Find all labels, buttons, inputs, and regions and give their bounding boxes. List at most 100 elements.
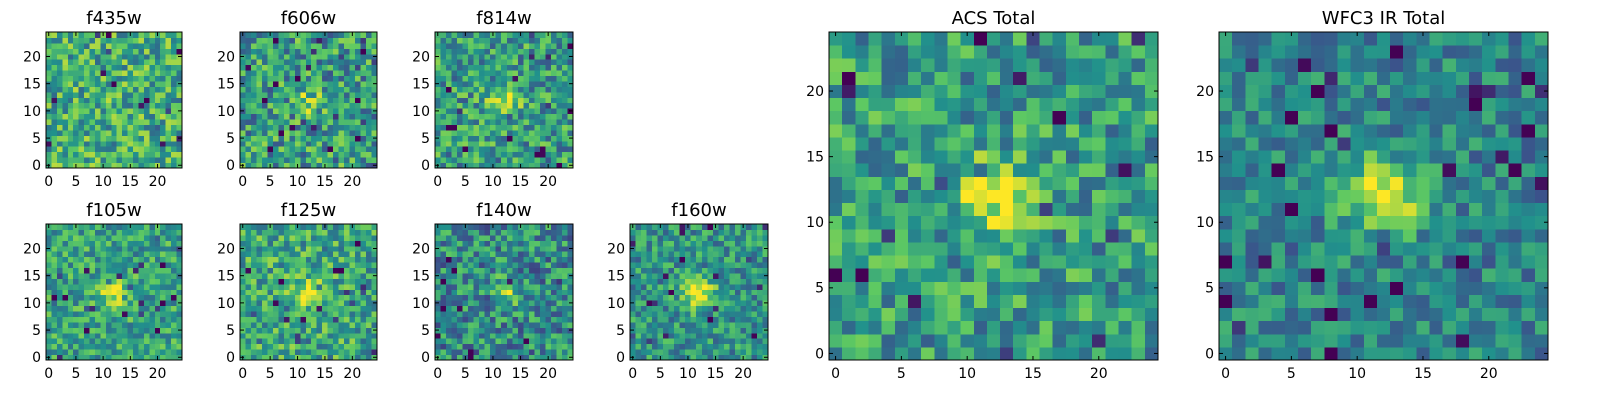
- heatmap-cell: [473, 37, 480, 44]
- heatmap-cell: [635, 349, 642, 356]
- heatmap-cell: [143, 91, 150, 98]
- heatmap-cell: [528, 278, 535, 285]
- heatmap-cell: [360, 300, 367, 307]
- heatmap-cell: [462, 129, 469, 136]
- heatmap-cell: [512, 332, 519, 339]
- heatmap-cell: [322, 140, 329, 147]
- heatmap-cell: [490, 97, 497, 104]
- heatmap-cell: [116, 64, 123, 71]
- heatmap-cell: [679, 234, 686, 241]
- heatmap-cell: [278, 300, 285, 307]
- heatmap-cell: [283, 289, 290, 296]
- heatmap-cell: [468, 321, 475, 328]
- heatmap-cell: [550, 80, 557, 87]
- heatmap-cell: [127, 129, 134, 136]
- heatmap-cell: [165, 349, 172, 356]
- heatmap-cell: [272, 37, 279, 44]
- heatmap-cell: [46, 256, 52, 263]
- heatmap-cell: [479, 42, 486, 49]
- heatmap-cell: [440, 162, 447, 169]
- heatmap-cell: [718, 321, 725, 328]
- heatmap-cell: [138, 162, 145, 169]
- heatmap-cell: [501, 157, 508, 164]
- heatmap-cell: [479, 146, 486, 153]
- heatmap-cell: [451, 64, 458, 71]
- heatmap-cell: [556, 316, 563, 323]
- heatmap-cell: [62, 86, 69, 93]
- heatmap-cell: [523, 229, 530, 236]
- heatmap-cell: [283, 245, 290, 252]
- heatmap-cell: [1026, 202, 1041, 217]
- heatmap-cell: [718, 316, 725, 323]
- y-tick-label: 15: [217, 269, 235, 285]
- heatmap-cell: [349, 272, 356, 279]
- heatmap-cell: [512, 289, 519, 296]
- heatmap-cell: [245, 267, 252, 274]
- heatmap-cell: [479, 349, 486, 356]
- heatmap-cell: [294, 37, 301, 44]
- heatmap-cell: [440, 146, 447, 153]
- heatmap-cell: [311, 305, 318, 312]
- heatmap-cell: [446, 294, 453, 301]
- heatmap-cell: [51, 97, 58, 104]
- heatmap-cell: [305, 80, 312, 87]
- heatmap-cell: [294, 327, 301, 334]
- heatmap-cell: [154, 251, 161, 258]
- heatmap-cell: [56, 332, 63, 339]
- heatmap-cell: [105, 294, 112, 301]
- heatmap-cell: [561, 108, 568, 115]
- heatmap-cell: [490, 119, 497, 125]
- heatmap-cell: [366, 327, 373, 334]
- heatmap-cell: [305, 256, 312, 263]
- heatmap-cell: [1026, 294, 1041, 309]
- heatmap-cell: [355, 80, 362, 87]
- heatmap-cell: [133, 289, 139, 296]
- heatmap-cell: [657, 300, 664, 307]
- heatmap-cell: [556, 327, 563, 334]
- heatmap-cell: [256, 129, 263, 136]
- heatmap-cell: [528, 59, 535, 66]
- heatmap-cell: [734, 289, 741, 296]
- heatmap-cell: [528, 108, 535, 115]
- heatmap-cell: [446, 140, 453, 147]
- heatmap-cell: [250, 354, 257, 361]
- heatmap-cell: [240, 338, 246, 345]
- heatmap-cell: [338, 327, 345, 334]
- heatmap-cell: [756, 332, 763, 339]
- heatmap-cell: [701, 305, 708, 312]
- heatmap-cell: [322, 64, 329, 71]
- heatmap-cell: [894, 202, 909, 217]
- heatmap-cell: [344, 311, 351, 317]
- heatmap-cell: [294, 256, 301, 263]
- heatmap-cell: [561, 37, 568, 44]
- heatmap-cell: [154, 48, 161, 55]
- heatmap-cell: [78, 108, 85, 115]
- heatmap-cell: [1092, 346, 1106, 361]
- y-tick-label: 10: [23, 104, 41, 120]
- heatmap-cell: [272, 327, 279, 334]
- heatmap-cell: [84, 224, 91, 230]
- heatmap-cell: [283, 42, 290, 49]
- heatmap-cell: [89, 278, 96, 285]
- heatmap-cell: [556, 59, 563, 66]
- heatmap-cell: [289, 338, 296, 345]
- heatmap-cell: [327, 80, 334, 87]
- heatmap-cell: [512, 146, 519, 153]
- heatmap-cell: [451, 338, 458, 345]
- heatmap-cell: [143, 245, 150, 252]
- heatmap-cell: [506, 262, 513, 269]
- heatmap-cell: [490, 64, 497, 71]
- heatmap-cell: [462, 343, 469, 350]
- heatmap-cell: [67, 327, 74, 334]
- heatmap-cell: [495, 321, 502, 328]
- heatmap-cell: [479, 162, 486, 169]
- heatmap-cell: [561, 102, 568, 109]
- heatmap-cell: [1079, 255, 1093, 269]
- heatmap-cell: [256, 37, 263, 44]
- heatmap-cell: [127, 321, 134, 328]
- heatmap-cell: [311, 97, 318, 104]
- heatmap-cell: [89, 119, 96, 125]
- heatmap-cell: [160, 157, 167, 164]
- heatmap-cell: [855, 150, 869, 164]
